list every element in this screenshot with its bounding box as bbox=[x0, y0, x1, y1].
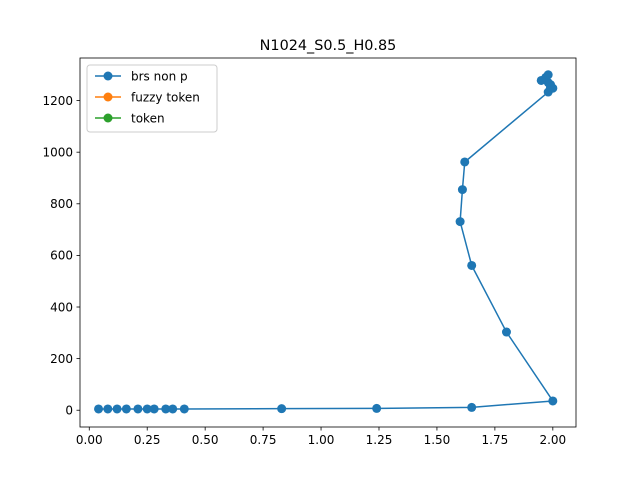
legend-marker-2 bbox=[103, 113, 113, 123]
legend: brs non p fuzzy token token bbox=[86, 64, 218, 133]
x-tick-label: 0.25 bbox=[134, 433, 161, 447]
x-tick-label: 1.75 bbox=[482, 433, 509, 447]
data-point-0-8 bbox=[168, 404, 178, 414]
y-tick-label: 800 bbox=[50, 197, 73, 211]
y-tick-label: 400 bbox=[50, 300, 73, 314]
data-point-0-16 bbox=[455, 217, 465, 227]
y-tick-label: 200 bbox=[50, 352, 73, 366]
legend-label-0: brs non p bbox=[131, 69, 188, 83]
data-point-0-10 bbox=[277, 404, 287, 414]
data-point-0-3 bbox=[121, 404, 131, 414]
data-point-0-18 bbox=[460, 157, 470, 167]
x-tick-label: 1.50 bbox=[424, 433, 451, 447]
data-point-0-6 bbox=[149, 404, 159, 414]
y-tick-label: 600 bbox=[50, 249, 73, 263]
plot-area bbox=[94, 70, 558, 414]
data-point-0-1 bbox=[103, 404, 113, 414]
chart-title: N1024_S0.5_H0.85 bbox=[260, 38, 397, 54]
x-tick-label: 1.25 bbox=[366, 433, 393, 447]
data-point-0-5 bbox=[142, 404, 152, 414]
data-point-0-12 bbox=[467, 402, 477, 412]
data-point-0-9 bbox=[179, 404, 189, 414]
x-tick-label: 1.00 bbox=[308, 433, 335, 447]
data-point-0-26 bbox=[543, 70, 553, 80]
data-point-0-4 bbox=[133, 404, 143, 414]
legend-marker-1 bbox=[103, 92, 113, 102]
data-point-0-7 bbox=[161, 404, 171, 414]
x-tick-label: 0.50 bbox=[192, 433, 219, 447]
data-point-0-0 bbox=[94, 404, 104, 414]
axes: 0.00 0.25 0.50 0.75 1.00 1.25 1.50 1.75 2.00 0 200… bbox=[42, 57, 577, 447]
x-tick-label: 0.00 bbox=[76, 433, 103, 447]
data-point-0-11 bbox=[372, 403, 382, 413]
y-tick-label: 1200 bbox=[42, 94, 73, 108]
x-tick-label: 2.00 bbox=[539, 433, 566, 447]
legend-marker-0 bbox=[103, 71, 113, 81]
data-point-0-13 bbox=[548, 396, 558, 406]
y-tick-label: 1000 bbox=[42, 145, 73, 159]
y-tick-label: 0 bbox=[65, 404, 73, 418]
legend-label-1: fuzzy token bbox=[131, 90, 200, 104]
data-point-0-14 bbox=[501, 327, 511, 337]
data-point-0-2 bbox=[112, 404, 122, 414]
axes-frame bbox=[79, 57, 577, 428]
legend-box bbox=[86, 64, 218, 133]
legend-label-2: token bbox=[131, 111, 165, 125]
data-point-0-17 bbox=[457, 185, 467, 195]
x-tick-label: 0.75 bbox=[250, 433, 277, 447]
data-point-0-15 bbox=[467, 260, 477, 270]
